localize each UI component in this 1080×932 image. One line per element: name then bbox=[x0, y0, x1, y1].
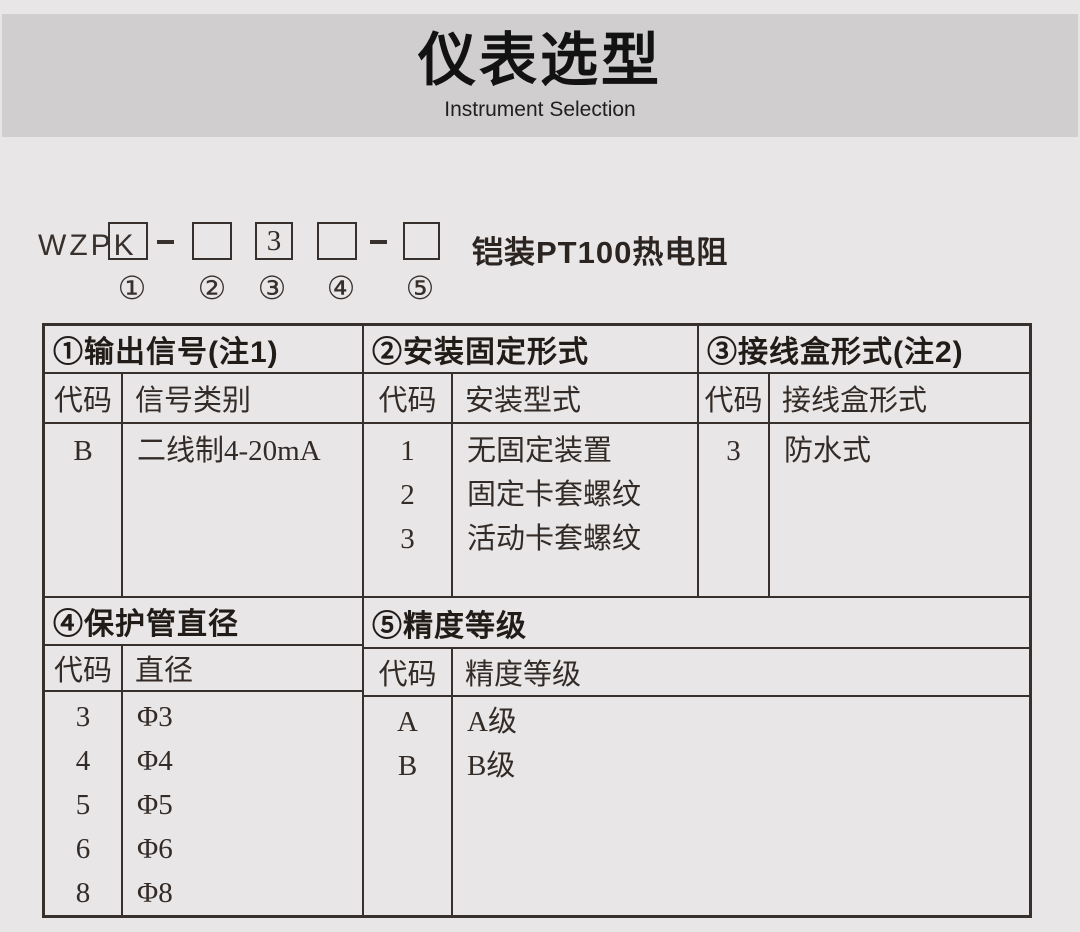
column-header-code: 代码 bbox=[699, 374, 770, 422]
label-cell: B级 bbox=[467, 750, 516, 782]
column-header-code: 代码 bbox=[45, 374, 123, 422]
code-cell: B bbox=[397, 750, 418, 782]
label-column: 无固定装置 固定卡套螺纹 活动卡套螺纹 bbox=[453, 424, 697, 596]
column-header-label: 直径 bbox=[135, 655, 194, 688]
section-title: ①输出信号(注1) bbox=[45, 326, 362, 374]
page-subtitle: Instrument Selection bbox=[444, 97, 636, 121]
column-header-code: 代码 bbox=[364, 374, 453, 422]
label-cell: Φ8 bbox=[137, 877, 173, 909]
dash-separator bbox=[157, 240, 174, 244]
column-header-code: 代码 bbox=[364, 649, 453, 695]
table-row-lower: ④保护管直径 代码 直径 3 4 5 6 8 Φ3 Φ4 bbox=[45, 598, 1029, 915]
section-subheader: 代码 安装型式 bbox=[364, 374, 697, 424]
circled-number-4: ④ bbox=[326, 269, 356, 307]
code-cell: 5 bbox=[75, 789, 91, 821]
label-cell: 固定卡套螺纹 bbox=[467, 479, 642, 511]
section-body: A B A级 B级 bbox=[364, 697, 1029, 915]
section-body: 3 4 5 6 8 Φ3 Φ4 Φ5 Φ6 Φ8 bbox=[45, 692, 362, 915]
table-row-upper: ①输出信号(注1) 代码 信号类别 B 二线制4-20mA ②安装固定形式 bbox=[45, 326, 1029, 598]
page-title: 仪表选型 bbox=[417, 27, 662, 93]
section-body: 3 防水式 bbox=[699, 424, 1029, 596]
label-cell: 无固定装置 bbox=[467, 435, 613, 467]
section-protection-tube-diameter: ④保护管直径 代码 直径 3 4 5 6 8 Φ3 Φ4 bbox=[45, 598, 364, 915]
section-subheader: 代码 精度等级 bbox=[364, 649, 1029, 697]
label-cell: 二线制4-20mA bbox=[137, 435, 321, 467]
code-cell: A bbox=[397, 706, 418, 738]
section-body: 1 2 3 无固定装置 固定卡套螺纹 活动卡套螺纹 bbox=[364, 424, 697, 596]
circled-number-1: ① bbox=[117, 269, 147, 307]
section-title: ③接线盒形式(注2) bbox=[699, 326, 1029, 374]
section-subheader: 代码 接线盒形式 bbox=[699, 374, 1029, 424]
section-body: B 二线制4-20mA bbox=[45, 424, 362, 596]
label-column: 防水式 bbox=[770, 424, 1029, 596]
section-accuracy-class: ⑤精度等级 代码 精度等级 A B A级 B级 bbox=[364, 598, 1029, 915]
code-column: B bbox=[45, 424, 123, 596]
code-cell: 3 bbox=[400, 523, 415, 555]
label-cell: Φ5 bbox=[137, 789, 173, 821]
section-mounting-type: ②安装固定形式 代码 安装型式 1 2 3 无固定装置 固定卡套螺纹 活动卡套螺… bbox=[364, 326, 699, 596]
label-column: Φ3 Φ4 Φ5 Φ6 Φ8 bbox=[123, 692, 362, 915]
selection-table: ①输出信号(注1) 代码 信号类别 B 二线制4-20mA ②安装固定形式 bbox=[42, 323, 1032, 918]
model-code-box-4 bbox=[317, 222, 357, 260]
label-cell: Φ3 bbox=[137, 701, 173, 733]
model-code-box-5 bbox=[403, 222, 440, 260]
code-cell: 3 bbox=[726, 435, 741, 467]
section-output-signal: ①输出信号(注1) 代码 信号类别 B 二线制4-20mA bbox=[45, 326, 364, 596]
model-code-box-1 bbox=[108, 222, 148, 260]
code-column: A B bbox=[364, 697, 453, 915]
label-cell: A级 bbox=[467, 706, 517, 738]
code-cell: 2 bbox=[400, 479, 415, 511]
label-cell: Φ4 bbox=[137, 745, 173, 777]
column-header-label: 精度等级 bbox=[465, 659, 582, 691]
label-cell: 活动卡套螺纹 bbox=[467, 523, 642, 555]
code-cell: 3 bbox=[75, 701, 91, 733]
column-header-code: 代码 bbox=[45, 646, 123, 690]
section-title: ④保护管直径 bbox=[45, 598, 362, 647]
code-cell: 8 bbox=[75, 877, 91, 909]
column-header-label: 接线盒形式 bbox=[782, 385, 928, 417]
model-prefix: WZPK bbox=[38, 229, 137, 262]
label-cell: 防水式 bbox=[784, 435, 872, 467]
code-column: 1 2 3 bbox=[364, 424, 453, 596]
section-junction-box: ③接线盒形式(注2) 代码 接线盒形式 3 防水式 bbox=[699, 326, 1029, 596]
column-header-label: 信号类别 bbox=[135, 385, 252, 417]
model-description: 铠装PT100热电阻 bbox=[472, 235, 729, 270]
circled-number-3: ③ bbox=[257, 269, 287, 307]
label-column: A级 B级 bbox=[453, 697, 1029, 915]
dash-separator bbox=[370, 240, 387, 244]
section-title: ⑤精度等级 bbox=[364, 598, 1029, 649]
code-column: 3 bbox=[699, 424, 770, 596]
section-title: ②安装固定形式 bbox=[364, 326, 697, 374]
column-header-label: 安装型式 bbox=[465, 385, 582, 417]
circled-number-2: ② bbox=[197, 269, 227, 307]
model-code-box-2 bbox=[192, 222, 232, 260]
code-cell: 6 bbox=[75, 833, 91, 865]
label-column: 二线制4-20mA bbox=[123, 424, 362, 596]
section-subheader: 代码 直径 bbox=[45, 646, 362, 692]
label-cell: Φ6 bbox=[137, 833, 173, 865]
model-code-box-3: 3 bbox=[255, 222, 293, 260]
code-cell: 4 bbox=[75, 745, 91, 777]
code-cell: 1 bbox=[400, 435, 415, 467]
header-banner: 仪表选型 Instrument Selection bbox=[2, 14, 1078, 137]
section-subheader: 代码 信号类别 bbox=[45, 374, 362, 424]
circled-number-5: ⑤ bbox=[405, 269, 435, 307]
code-column: 3 4 5 6 8 bbox=[45, 692, 123, 915]
code-cell: B bbox=[73, 435, 93, 467]
